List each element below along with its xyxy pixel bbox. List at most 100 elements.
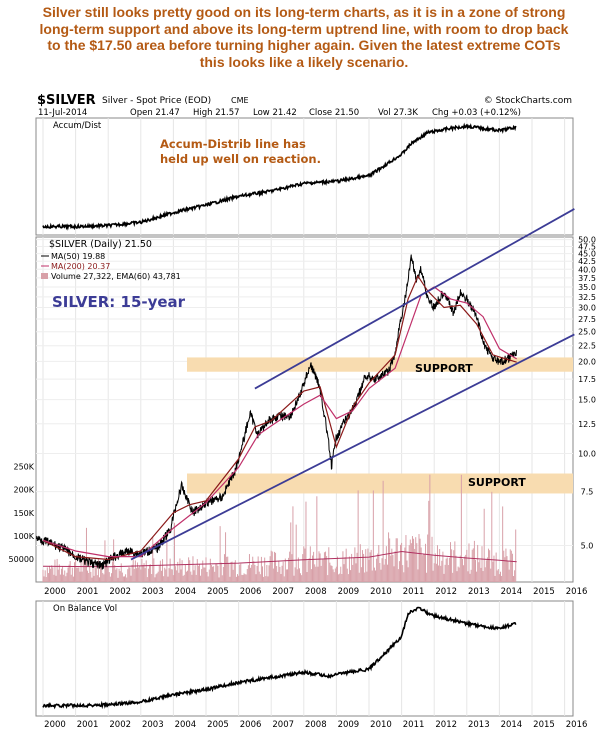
y-tick-label: 35.0 xyxy=(578,283,596,292)
x-tick-label: 2000 xyxy=(44,587,66,597)
headline-line-4: this looks like a likely scenario. xyxy=(199,53,409,70)
accum-dist-line xyxy=(42,122,517,231)
accum-note-line-1: Accum-Distrib line has xyxy=(160,137,306,151)
y-tick-label: 45.0 xyxy=(578,250,596,259)
header-low: Low 21.42 xyxy=(253,108,297,118)
series-lines xyxy=(36,122,518,710)
support-label-lower: SUPPORT xyxy=(468,476,526,489)
volume-tick-label: 100K xyxy=(13,532,34,541)
accum-dist-group xyxy=(42,122,517,231)
y-tick-label: 15.0 xyxy=(578,396,596,405)
x-tick-label-obv: 2003 xyxy=(142,720,164,730)
volume-bars xyxy=(42,474,517,582)
x-tick-label-obv: 2016 xyxy=(566,720,588,730)
legend-ma200: MA(200) 20.37 xyxy=(51,262,110,271)
x-tick-label-obv: 2010 xyxy=(370,720,392,730)
x-tick-label: 2001 xyxy=(77,587,99,597)
ma200-line xyxy=(42,286,518,558)
x-tick-label-obv: 2002 xyxy=(109,720,131,730)
obv-line xyxy=(42,606,517,710)
support-bands xyxy=(187,357,573,494)
x-tick-label: 2016 xyxy=(566,587,588,597)
headline-line-2: long-term support and above its long-ter… xyxy=(39,20,569,37)
x-tick-label-obv: 2006 xyxy=(240,720,262,730)
upper-trendline xyxy=(254,208,575,390)
header-symbol: $SILVER xyxy=(37,93,96,108)
legend-ma50: MA(50) 19.88 xyxy=(51,252,105,261)
y-tick-label: 50.0 xyxy=(578,236,596,245)
header-close: Close 21.50 xyxy=(309,108,359,118)
x-tick-label-obv: 2007 xyxy=(272,720,294,730)
obv-group xyxy=(42,606,517,710)
x-tick-label-obv: 2009 xyxy=(338,720,360,730)
x-tick-label: 2011 xyxy=(403,587,425,597)
x-tick-label: 2012 xyxy=(435,587,457,597)
x-tick-label: 2010 xyxy=(370,587,392,597)
header-high: High 21.57 xyxy=(193,108,240,118)
x-tick-label-obv: 2014 xyxy=(501,720,523,730)
headline-line-1: Silver still looks pretty good on its lo… xyxy=(42,4,566,20)
x-tick-label-obv: 2005 xyxy=(207,720,229,730)
y-tick-label: 10.0 xyxy=(578,449,596,458)
y-tick-label: 25.0 xyxy=(578,328,596,337)
price-panel xyxy=(35,236,574,583)
header-open: Open 21.47 xyxy=(130,108,180,118)
x-tick-label-obv: 2011 xyxy=(403,720,425,730)
x-tick-label-obv: 2001 xyxy=(77,720,99,730)
y-tick-label: 47.5 xyxy=(578,242,596,251)
legend-volume-swatch xyxy=(41,273,48,279)
header-name: Silver - Spot Price (EOD) xyxy=(102,96,211,106)
y-tick-label: 30.0 xyxy=(578,303,596,312)
volume-ema-line xyxy=(42,550,517,568)
x-tick-label: 2004 xyxy=(175,587,197,597)
x-tick-label-obv: 2000 xyxy=(44,720,66,730)
volume-tick-label: 150K xyxy=(13,509,34,518)
accum-dist-panel xyxy=(35,117,574,236)
support-band xyxy=(187,357,573,372)
x-tick-label-obv: 2012 xyxy=(435,720,457,730)
x-tick-label-obv: 2013 xyxy=(468,720,490,730)
x-tick-label: 2014 xyxy=(501,587,523,597)
y-tick-label: 7.5 xyxy=(581,488,594,497)
grid-lines xyxy=(36,118,573,716)
y-tick-label: 40.0 xyxy=(578,265,596,274)
header-date: 11-Jul-2014 xyxy=(38,108,87,118)
x-tick-label: 2007 xyxy=(272,587,294,597)
obv-label: On Balance Vol xyxy=(53,604,117,614)
volume-tick-label: 50000 xyxy=(9,555,34,564)
tick-labels: 2000 2000 2001 2001 2002 2002 2003 2003 2004 2004… xyxy=(9,236,596,730)
legend-main: $SILVER (Daily) 21.50 xyxy=(49,239,152,250)
support-band xyxy=(187,473,573,494)
y-tick-label: 20.0 xyxy=(578,357,596,366)
accum-note-line-2: held up well on reaction. xyxy=(160,152,321,166)
ma50-line xyxy=(42,274,517,561)
x-tick-label: 2009 xyxy=(338,587,360,597)
volume-tick-label: 250K xyxy=(13,463,34,472)
y-tick-label: 37.5 xyxy=(578,274,596,283)
x-tick-label: 2013 xyxy=(468,587,490,597)
support-label-upper: SUPPORT xyxy=(415,362,473,375)
x-tick-label: 2002 xyxy=(109,587,131,597)
header-volume: Vol 27.3K xyxy=(378,108,418,118)
volume-tick-label: 200K xyxy=(13,486,34,495)
y-tick-label: 5.0 xyxy=(581,542,594,551)
y-tick-label: 17.5 xyxy=(578,375,596,384)
legend-volume: Volume 27,322, EMA(60) 43,781 xyxy=(51,272,181,281)
x-tick-label-obv: 2015 xyxy=(533,720,555,730)
x-tick-label: 2003 xyxy=(142,587,164,597)
x-tick-label-obv: 2004 xyxy=(175,720,197,730)
header-change: Chg +0.03 (+0.12%) xyxy=(432,108,521,118)
x-tick-label-obv: 2008 xyxy=(305,720,327,730)
headline-line-3: to the $17.50 area before turning higher… xyxy=(47,37,561,53)
headline-commentary: Silver still looks pretty good on its lo… xyxy=(8,4,600,70)
x-tick-label: 2008 xyxy=(305,587,327,597)
y-tick-label: 12.5 xyxy=(578,420,596,429)
lower-trendline xyxy=(130,333,575,561)
y-tick-label: 32.5 xyxy=(578,293,596,302)
header-exchange: CME xyxy=(231,96,249,105)
y-tick-label: 42.5 xyxy=(578,257,596,266)
obv-panel xyxy=(35,600,574,717)
header-credit: © StockCharts.com xyxy=(484,96,572,106)
